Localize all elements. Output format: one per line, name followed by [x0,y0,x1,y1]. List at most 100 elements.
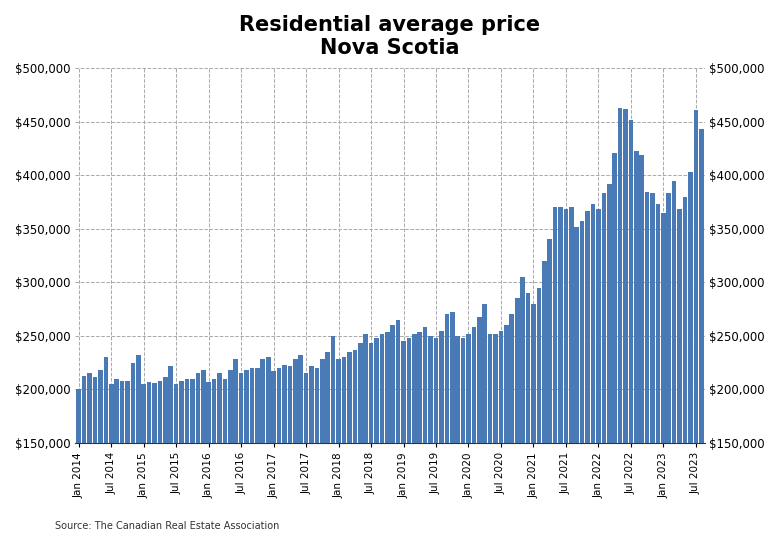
Bar [115,379,119,534]
Bar [590,204,595,534]
Bar [634,151,639,534]
Bar [385,332,389,534]
Bar [380,334,385,534]
Bar [445,315,449,534]
Bar [211,379,216,534]
Bar [271,371,276,534]
Bar [580,221,584,534]
Bar [336,359,341,534]
Bar [548,239,552,534]
Bar [542,261,547,534]
Bar [661,213,665,534]
Bar [282,365,287,534]
Bar [299,355,303,534]
Bar [461,338,466,534]
Bar [428,336,433,534]
Bar [688,172,693,534]
Title: Residential average price
Nova Scotia: Residential average price Nova Scotia [239,15,541,58]
Bar [288,366,292,534]
Bar [358,343,363,534]
Bar [98,370,103,534]
Bar [250,368,254,534]
Bar [585,210,590,534]
Bar [558,207,563,534]
Bar [607,184,612,534]
Bar [158,381,162,534]
Bar [488,334,492,534]
Bar [331,336,335,534]
Bar [629,120,633,534]
Bar [266,357,271,534]
Bar [261,359,265,534]
Bar [222,379,227,534]
Bar [596,209,601,534]
Bar [125,381,129,534]
Bar [651,193,655,534]
Bar [504,325,509,534]
Bar [163,376,168,534]
Bar [515,299,519,534]
Bar [395,320,400,534]
Bar [104,357,108,534]
Bar [369,343,374,534]
Bar [456,336,460,534]
Bar [303,373,308,534]
Bar [363,334,368,534]
Bar [569,207,573,534]
Bar [76,389,81,534]
Bar [109,384,114,534]
Bar [391,325,395,534]
Bar [136,355,140,534]
Bar [477,317,481,534]
Bar [699,129,704,534]
Bar [498,331,503,534]
Bar [141,384,146,534]
Bar [434,338,438,534]
Bar [553,207,558,534]
Bar [574,226,579,534]
Text: Source: The Canadian Real Estate Association: Source: The Canadian Real Estate Associa… [55,521,279,531]
Bar [179,381,184,534]
Bar [677,209,682,534]
Bar [152,383,157,534]
Bar [174,384,179,534]
Bar [217,373,222,534]
Bar [412,334,417,534]
Bar [320,359,324,534]
Bar [564,209,569,534]
Bar [130,363,135,534]
Bar [233,359,238,534]
Bar [537,288,541,534]
Bar [239,373,243,534]
Bar [450,312,455,534]
Bar [374,338,379,534]
Bar [509,315,514,534]
Bar [601,193,606,534]
Bar [672,180,676,534]
Bar [120,381,124,534]
Bar [423,327,427,534]
Bar [201,370,206,534]
Bar [493,334,498,534]
Bar [439,331,444,534]
Bar [87,373,92,534]
Bar [483,304,487,534]
Bar [196,373,200,534]
Bar [645,192,650,534]
Bar [623,109,628,534]
Bar [640,155,644,534]
Bar [666,193,671,534]
Bar [656,204,660,534]
Bar [314,368,319,534]
Bar [147,382,151,534]
Bar [417,332,422,534]
Bar [309,366,314,534]
Bar [472,327,477,534]
Bar [693,110,698,534]
Bar [190,379,195,534]
Bar [207,382,211,534]
Bar [612,153,617,534]
Bar [93,376,98,534]
Bar [277,368,282,534]
Bar [347,352,352,534]
